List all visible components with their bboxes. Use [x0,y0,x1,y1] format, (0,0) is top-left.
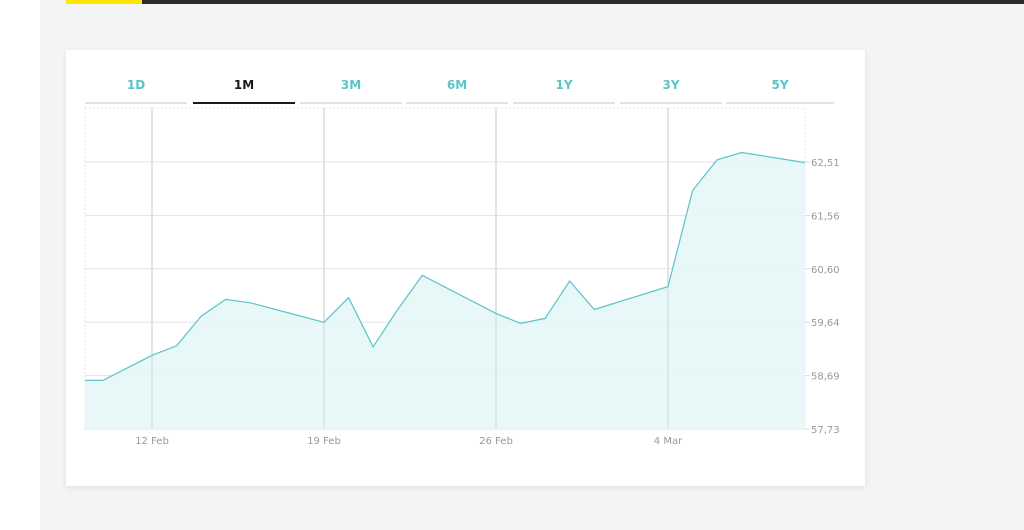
y-tick-label: 59,64 [811,318,840,329]
top-bar-accent [66,0,142,4]
tab-1d[interactable]: 1D [85,76,187,104]
tab-3m[interactable]: 3M [300,76,402,104]
tab-5y[interactable]: 5Y [726,76,834,104]
x-tick-label: 19 Feb [307,436,341,447]
tab-1m[interactable]: 1M [193,76,295,104]
y-tick-label: 60,60 [811,265,840,276]
tab-1y[interactable]: 1Y [513,76,615,104]
y-tick-label: 57,73 [811,425,840,436]
x-tick-label: 4 Mar [654,436,683,447]
series-area [85,152,805,429]
period-tabs: 1D 1M 3M 6M 1Y 3Y 5Y [85,76,834,104]
y-tick-label: 58,69 [811,372,840,383]
x-tick-label: 12 Feb [135,436,169,447]
series-line [85,151,806,381]
top-bar [66,0,1024,4]
tab-3y[interactable]: 3Y [620,76,722,104]
tab-6m[interactable]: 6M [406,76,508,104]
y-tick-label: 62,51 [811,158,840,169]
x-tick-label: 26 Feb [479,436,513,447]
y-tick-label: 61,56 [811,211,840,222]
